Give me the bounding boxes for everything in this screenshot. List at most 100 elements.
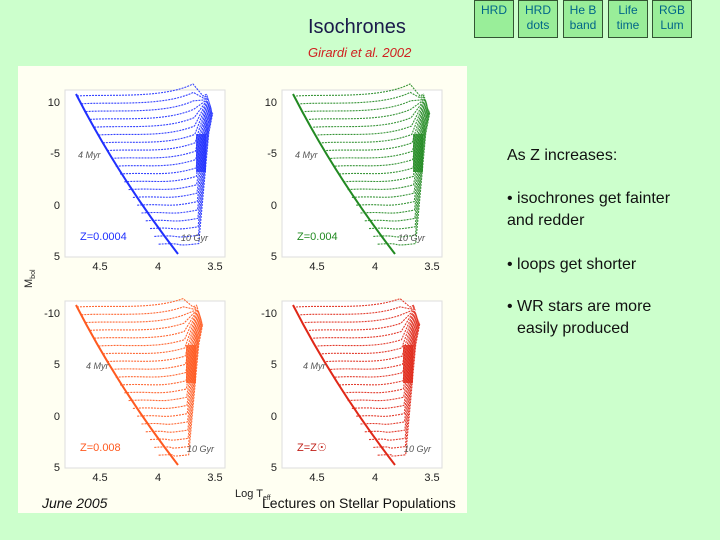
y-tick-label: 5: [271, 359, 277, 371]
isochrone: [364, 109, 430, 222]
x-tick-label: 3.5: [207, 261, 222, 273]
panel: 10 -5 0 5 4.5 4 3.5 Z=0.0004 4 Myr 10 Gyr: [48, 83, 226, 273]
panel: -10 5 0 5 4.5 4 3.5 Z=Z☉ 4 Myr 10 Gyr: [261, 297, 443, 484]
isochrone: [368, 110, 430, 230]
panel-label: Z=0.004: [297, 231, 338, 243]
y-tick-label: 5: [54, 251, 60, 263]
y-tick-label: 5: [54, 359, 60, 371]
old-age: 10 Gyr: [398, 233, 426, 243]
isochrone: [351, 106, 429, 198]
x-tick-label: 4: [155, 472, 161, 484]
isochrone: [158, 112, 214, 246]
x-tick-label: 4: [372, 472, 378, 484]
isochrone: [77, 83, 208, 97]
old-age: 10 Gyr: [404, 444, 432, 454]
isochrone: [360, 319, 420, 425]
isochrone: [128, 316, 202, 402]
isochrone: [124, 315, 201, 394]
isochrone: [81, 305, 198, 316]
panel-label: Z=Z☉: [297, 442, 327, 454]
main-sequence: [292, 93, 396, 255]
main-sequence: [75, 304, 179, 466]
citation: Girardi et al. 2002: [308, 45, 412, 60]
panel: 10 -5 0 5 4.5 4 3.5 Z=0.004 4 Myr 10 Gyr: [265, 83, 443, 273]
isochrone: [115, 313, 201, 378]
bullet: • WR stars are more easily produced: [507, 298, 652, 337]
isochrone: [98, 309, 199, 347]
young-age: 4 Myr: [78, 150, 102, 160]
x-axis-label: Log Teff: [235, 488, 271, 502]
nav-button[interactable]: RGB Lum: [652, 0, 692, 38]
isochrone: [132, 317, 202, 410]
isochrone: [145, 109, 213, 222]
isochrone: [338, 314, 418, 386]
nav-button[interactable]: He B band: [563, 0, 603, 38]
x-axis-label-main: Log T: [235, 488, 263, 500]
wr-clump: [413, 134, 423, 172]
isochrone: [330, 312, 417, 370]
x-tick-label: 4.5: [309, 261, 324, 273]
bullet-heading: As Z increases:: [507, 147, 618, 164]
panel-label: Z=0.008: [80, 442, 121, 454]
x-tick-label: 4.5: [92, 261, 107, 273]
isochrone: [85, 306, 198, 324]
isochrone: [94, 97, 209, 128]
isochrone: [304, 306, 415, 324]
isochrone: [326, 311, 417, 363]
main-sequence: [75, 93, 179, 255]
isochrone: [296, 83, 425, 97]
isochrone: [81, 91, 208, 105]
figure: 10 -5 0 5 4.5 4 3.5 Z=0.0004 4 Myr 10 Gyr 10 -5 0 5 4.…: [18, 66, 467, 513]
isochrone: [317, 309, 416, 347]
young-age: 4 Myr: [295, 150, 319, 160]
nav-button[interactable]: Life time: [608, 0, 648, 38]
isochrone: [119, 103, 211, 175]
isochrone: [347, 316, 419, 402]
footer-date: June 2005: [42, 495, 108, 511]
isochrone: [107, 311, 200, 363]
y-axis-label: Mbol: [23, 269, 37, 288]
isochrone: [141, 319, 203, 425]
isochrone: [338, 103, 428, 175]
x-tick-label: 3.5: [424, 261, 439, 273]
isochrone: [128, 105, 212, 191]
old-age: 10 Gyr: [181, 233, 209, 243]
isochrone: [77, 297, 198, 308]
y-tick-label: 10: [265, 97, 277, 109]
nav-button[interactable]: HRD: [474, 0, 514, 38]
isochrone: [356, 107, 429, 206]
nav-button[interactable]: HRD dots: [518, 0, 558, 38]
isochrone: [321, 99, 427, 144]
isochrone: [296, 297, 415, 308]
isochrone: [119, 314, 201, 386]
y-tick-label: -10: [261, 308, 277, 320]
isochrone: [373, 322, 420, 449]
y-tick-label: 5: [271, 462, 277, 474]
bullet: • isochrones get fainter and redder: [507, 190, 671, 229]
isochrone: [304, 95, 425, 113]
old-age: 10 Gyr: [187, 444, 215, 454]
x-tick-label: 4.5: [92, 472, 107, 484]
isochrone: [102, 310, 200, 355]
isochrone: [137, 107, 212, 206]
isochrone: [300, 305, 415, 316]
footer-course: Lectures on Stellar Populations: [262, 495, 456, 511]
wr-clump: [186, 345, 196, 383]
x-tick-label: 3.5: [207, 472, 222, 484]
y-tick-label: 5: [271, 251, 277, 263]
y-tick-label: 0: [271, 200, 277, 212]
y-tick-label: 0: [271, 411, 277, 423]
slide-title: Isochrones: [308, 16, 406, 38]
isochrone: [343, 104, 428, 183]
isochrone: [347, 105, 429, 191]
panel: -10 5 0 5 4.5 4 3.5 Z=0.008 4 Myr 10 Gyr: [44, 297, 226, 484]
isochrone: [102, 99, 210, 144]
isochrone: [300, 91, 425, 105]
isochrone: [334, 313, 418, 378]
isochrone: [89, 307, 199, 331]
isochrone: [98, 98, 209, 136]
wr-clump: [403, 345, 413, 383]
bullet: • loops get shorter: [507, 256, 637, 273]
main-sequence: [292, 304, 396, 466]
